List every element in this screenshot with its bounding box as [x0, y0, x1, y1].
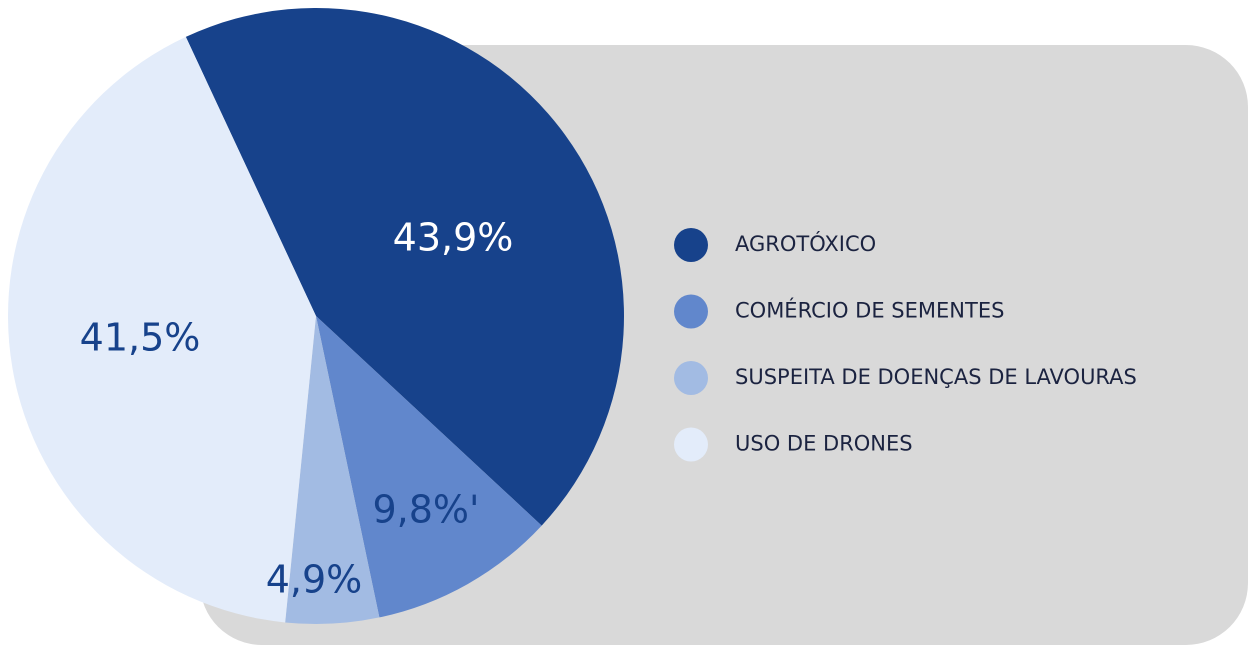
- legend-marker: [674, 294, 708, 329]
- pie-slice: [7, 36, 317, 623]
- legend-label: SUSPEITA DE DOENÇAS DE LAVOURAS: [735, 365, 1137, 389]
- legend-label: COMÉRCIO DE SEMENTES: [735, 298, 1004, 323]
- pie-slice: [316, 316, 542, 618]
- pie-slice: [185, 7, 625, 526]
- value-label: 4,9%: [266, 558, 363, 602]
- legend-marker: [674, 427, 708, 462]
- legend-label: USO DE DRONES: [735, 432, 913, 456]
- legend-label: AGROTÓXICO: [735, 231, 876, 256]
- value-label: 9,8%': [373, 488, 480, 532]
- value-label: 43,9%: [393, 216, 514, 260]
- legend-marker: [674, 361, 708, 395]
- pie-slice: [285, 316, 380, 624]
- value-label: 41,5%: [80, 316, 201, 360]
- legend-marker: [674, 228, 708, 262]
